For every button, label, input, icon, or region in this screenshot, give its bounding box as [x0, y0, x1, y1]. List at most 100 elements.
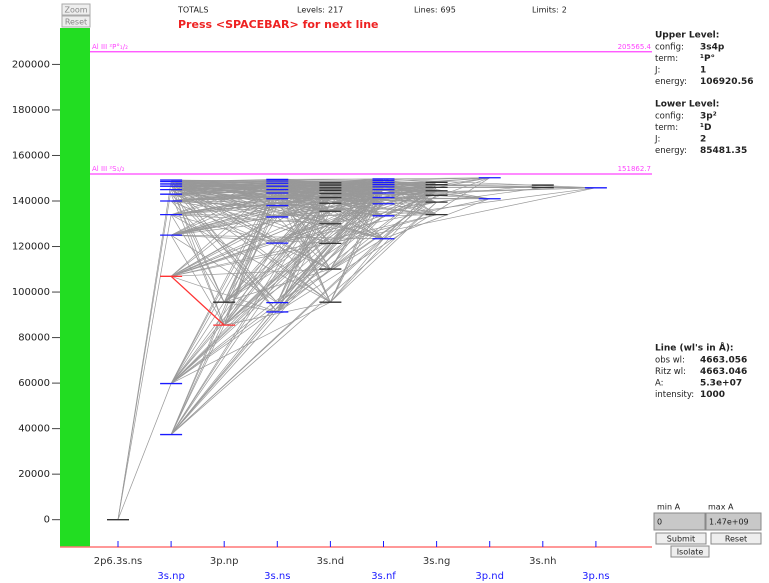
min-a-label: min A	[657, 503, 681, 512]
transition	[171, 189, 384, 194]
transition	[171, 183, 384, 240]
transition	[383, 180, 490, 200]
transition	[171, 183, 384, 188]
stat-label: Lines:	[414, 6, 438, 15]
field-label: obs wl:	[655, 356, 685, 366]
field-label: intensity:	[655, 390, 694, 400]
max-a-input[interactable]	[705, 512, 762, 531]
column-label: 3s.np	[157, 571, 184, 582]
reset-label[interactable]: Reset	[725, 535, 747, 544]
stat-value: 217	[328, 6, 343, 15]
transition	[170, 197, 384, 435]
field-value: ¹P°	[700, 54, 715, 64]
field-label: J:	[654, 66, 660, 76]
transition	[223, 178, 384, 326]
transition	[383, 178, 596, 189]
min-a-value[interactable]: 0	[657, 518, 662, 527]
field-label: Ritz wl:	[655, 367, 686, 377]
field-label: energy:	[655, 146, 687, 156]
transition	[171, 192, 384, 216]
transition	[171, 187, 596, 202]
column-label: 3p.nd	[475, 571, 504, 582]
zoom-button[interactable]	[61, 3, 91, 16]
transition	[170, 184, 384, 384]
transition	[170, 205, 278, 435]
reset-view-button[interactable]	[61, 15, 91, 28]
transition	[277, 223, 331, 244]
submit-button[interactable]	[655, 532, 707, 545]
field-value: 4663.056	[700, 356, 747, 366]
transition	[170, 214, 225, 303]
transition	[170, 238, 384, 435]
isolate-label[interactable]: Isolate	[677, 548, 704, 557]
limit-label: Al III ²S₁/₂	[92, 165, 125, 173]
min-a-input[interactable]	[653, 512, 706, 531]
stats-title: TOTALS	[177, 6, 208, 15]
transition	[171, 183, 331, 204]
transition	[383, 184, 596, 189]
transition	[224, 268, 331, 303]
transition	[383, 186, 437, 196]
field-label: J:	[654, 135, 660, 145]
transition	[277, 177, 490, 313]
field-value: 2	[700, 135, 706, 145]
transition	[170, 182, 384, 277]
transition	[276, 179, 331, 303]
transition	[223, 183, 278, 303]
transition	[277, 242, 331, 303]
transition	[277, 182, 331, 190]
reset-button[interactable]	[710, 532, 762, 545]
transition	[171, 179, 384, 205]
transition	[330, 202, 437, 216]
field-value: 3s4p	[700, 43, 725, 53]
transition	[383, 187, 596, 194]
transition	[330, 189, 437, 215]
transition	[117, 181, 172, 520]
field-label: config:	[655, 43, 684, 53]
column-label: 3s.ng	[423, 556, 450, 567]
y-tick-label: 100000	[12, 287, 50, 298]
transition	[223, 189, 384, 303]
transition	[171, 193, 278, 206]
transition	[330, 187, 384, 239]
field-label: term:	[655, 123, 678, 133]
field-label: config:	[655, 112, 684, 122]
max-a-value[interactable]: 1.47e+09	[709, 518, 749, 527]
reset-view-label[interactable]: Reset	[65, 18, 87, 27]
transition	[171, 183, 384, 198]
transition	[383, 198, 490, 240]
transition	[170, 186, 384, 435]
isolate-button[interactable]	[670, 545, 710, 558]
transition	[330, 201, 437, 303]
y-tick-label: 40000	[18, 424, 50, 435]
selected-transition	[170, 275, 225, 326]
field-value: 3p²	[700, 112, 717, 122]
transition	[223, 192, 384, 326]
column-label: 3s.ns	[264, 571, 290, 582]
zoom-label[interactable]: Zoom	[64, 6, 87, 15]
transition	[170, 184, 437, 384]
transition	[170, 180, 384, 435]
y-tick-label: 0	[44, 515, 50, 526]
panel-title: Line (wl's in Å):	[655, 343, 734, 354]
field-value: 1	[700, 66, 706, 76]
stat-label: Levels:	[297, 6, 325, 15]
transition	[330, 238, 384, 303]
panel-title: Upper Level:	[655, 31, 719, 41]
y-tick-label: 120000	[12, 242, 50, 253]
limit-label: Al III ²P°₁/₂	[92, 43, 128, 51]
limit-energy: 205565.4	[618, 43, 652, 51]
transition	[171, 193, 384, 198]
submit-label[interactable]: Submit	[667, 535, 695, 544]
transition	[277, 198, 331, 225]
transition	[277, 179, 331, 198]
transition	[383, 187, 596, 217]
transition	[170, 215, 384, 384]
transition	[170, 234, 225, 326]
transition	[171, 185, 384, 190]
stat-value: 695	[441, 6, 456, 15]
transition	[277, 268, 331, 313]
column-label: 3p.np	[210, 556, 239, 567]
transition	[117, 214, 172, 520]
